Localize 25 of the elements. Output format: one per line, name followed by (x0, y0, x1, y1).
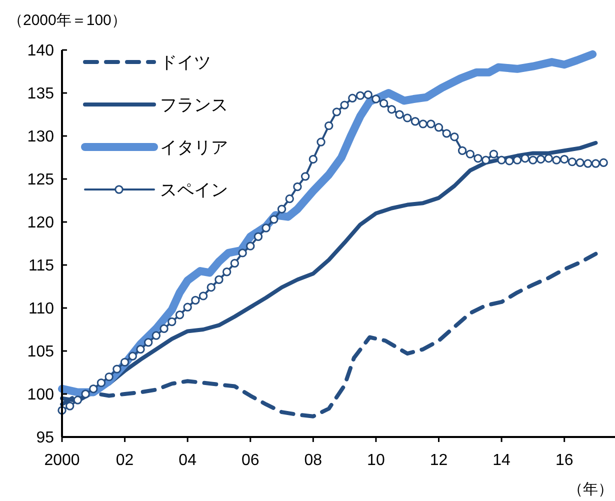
legend-label: フランス (160, 96, 228, 114)
y-tick-label: 105 (27, 344, 54, 360)
x-tick-label: 14 (492, 452, 511, 469)
y-tick-label: 140 (27, 42, 54, 60)
y-tick-label: 95 (36, 430, 54, 446)
y-tick-label: 110 (28, 300, 54, 318)
y-tick-label: 135 (27, 86, 54, 102)
x-tick-label: 10 (367, 452, 385, 469)
legend-label: ドイツ (160, 53, 211, 72)
y-tick-label: 120 (27, 214, 54, 232)
y-tick-label: 100 (27, 386, 54, 404)
y-tick-label: 125 (27, 172, 54, 188)
y-tick-label: 115 (28, 258, 54, 274)
x-tick-label: 2000 (44, 452, 80, 469)
y-tick-label: 130 (27, 128, 54, 146)
x-axis-title: （年） (568, 481, 613, 498)
legend-label: イタリア (160, 138, 228, 157)
x-tick-label: 04 (178, 452, 197, 469)
x-tick-label: 16 (555, 452, 574, 469)
x-tick-label: 06 (241, 452, 260, 469)
x-tick-label: 08 (304, 452, 322, 469)
y-axis-title: （2000年＝100） (8, 12, 126, 29)
x-tick-label: 02 (116, 452, 134, 469)
x-tick-label: 12 (430, 452, 448, 469)
legend-label: スペイン (160, 180, 228, 200)
